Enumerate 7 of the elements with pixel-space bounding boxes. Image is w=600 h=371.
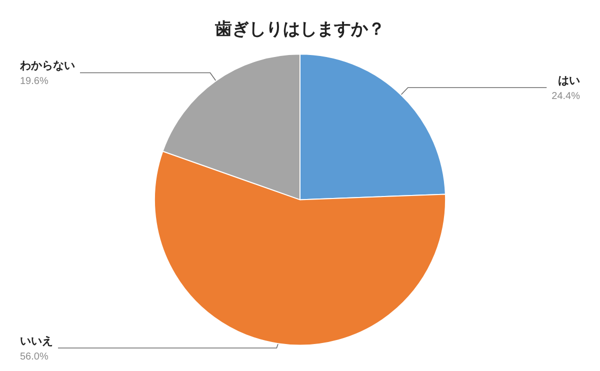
data-label: 24.4%	[552, 91, 580, 102]
slice-label: はい	[558, 74, 580, 88]
slice-label: わからない	[19, 59, 75, 72]
slice-label: いいえ	[20, 334, 53, 348]
data-label: 19.6%	[20, 76, 48, 88]
chart-title: 歯ぎしりはしますか？	[214, 20, 385, 40]
data-label: 56.0%	[20, 352, 48, 362]
